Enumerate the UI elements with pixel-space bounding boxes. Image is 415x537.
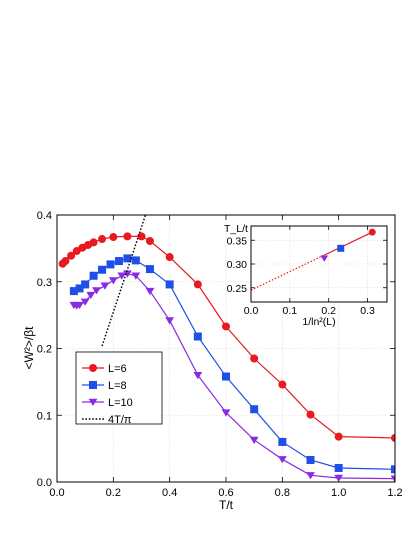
data-point [277,456,287,464]
data-point [306,410,315,419]
inset-y-tick-label: 0.35 [227,235,248,247]
data-point [278,437,287,446]
data-point [165,253,174,262]
inset-background [251,226,387,302]
data-point [108,277,118,285]
inset-y-tick-label: 0.25 [227,283,248,295]
inset-data-point [337,244,345,252]
x-tick-label: 0.8 [275,487,290,499]
x-tick-label: 0.0 [49,487,64,499]
y-tick-label: 0.1 [37,410,52,422]
legend-marker [89,364,97,372]
x-tick-label: 0.6 [218,487,233,499]
data-point [165,280,174,289]
data-point [250,354,259,363]
inset-x-tick-label: 0.1 [283,305,298,317]
data-point [114,257,123,266]
legend-label: 4T/π [108,414,132,426]
y-axis-label: <W²>/βt [22,326,36,370]
data-point [69,287,78,296]
inset-frame [250,225,388,303]
legend-label: L=6 [108,363,127,375]
data-point [61,257,70,266]
data-point [165,317,175,325]
inset-y-tick-label: 0.30 [227,259,248,271]
legend-label: L=8 [108,380,127,392]
data-point [123,254,132,263]
plot-frame [56,214,396,483]
data-point [145,287,155,296]
data-point [193,280,202,289]
legend: L=6 L=8 L=10 4T/π [75,351,163,426]
series-group [58,215,395,482]
data-point [92,287,101,295]
data-point [80,298,90,306]
data-point [117,272,127,280]
data-point [193,332,202,341]
data-point [81,280,90,289]
data-point [222,372,230,381]
data-point [123,232,132,241]
x-tick-label: 0.4 [162,487,177,499]
data-point [89,238,98,247]
data-point [193,372,203,380]
data-point [106,260,115,269]
data-point [306,455,315,464]
inset-x-axis-label: 1/ln²(L) [302,316,335,328]
inset-x-tick-label: 0.0 [244,305,259,317]
inset-data-point [320,255,329,262]
data-point [98,235,107,244]
y-tick-label: 0.0 [37,477,52,489]
main-plot-area: 0.0 0.2 0.4 0.6 0.8 1.0 1.2 0.0 0.1 0.2 0.3 0.4 [37,210,403,499]
y-tick-label: 0.2 [37,344,52,356]
data-point [334,463,343,472]
data-point [75,301,84,310]
data-point [98,265,107,274]
series-line-4t-over-pi [101,215,147,347]
data-point [67,251,76,260]
data-point [145,265,154,274]
data-point [131,272,141,280]
data-point [75,284,84,293]
legend-label: L=10 [108,397,133,409]
inset-y-axis-label: T_L/t [224,223,248,235]
inset-data-point [368,228,376,236]
data-point [222,322,230,331]
x-tick-label: 1.2 [387,487,402,499]
legend-marker [89,381,97,389]
data-point [390,475,395,482]
data-point [278,380,287,389]
data-point [306,472,315,480]
data-point [137,232,146,241]
data-point [145,237,154,246]
data-point [221,409,231,417]
inset-plot-area: 0.0 0.1 0.2 0.3 0.25 0.30 0.35 [227,225,388,317]
data-point [109,233,118,242]
data-point [391,433,395,442]
data-point [131,256,140,265]
inset-extrapolation-line [250,254,325,291]
x-tick-label: 0.2 [106,487,121,499]
x-axis-label: T/t [219,498,234,512]
data-point [89,271,98,280]
legend-marker [88,398,98,406]
data-point [391,465,395,474]
data-point [334,474,344,482]
x-tick-label: 1.0 [331,487,346,499]
inset-x-tick-label: 0.2 [321,305,336,317]
data-point [334,432,343,441]
data-point [100,282,110,290]
y-tick-label: 0.4 [37,210,52,222]
data-point [250,405,259,414]
data-point [86,291,96,300]
inset-fit-line [324,231,373,256]
data-point [249,436,259,444]
data-point [123,270,132,278]
inset-x-tick-label: 0.3 [360,305,375,317]
y-tick-label: 0.3 [37,277,52,289]
